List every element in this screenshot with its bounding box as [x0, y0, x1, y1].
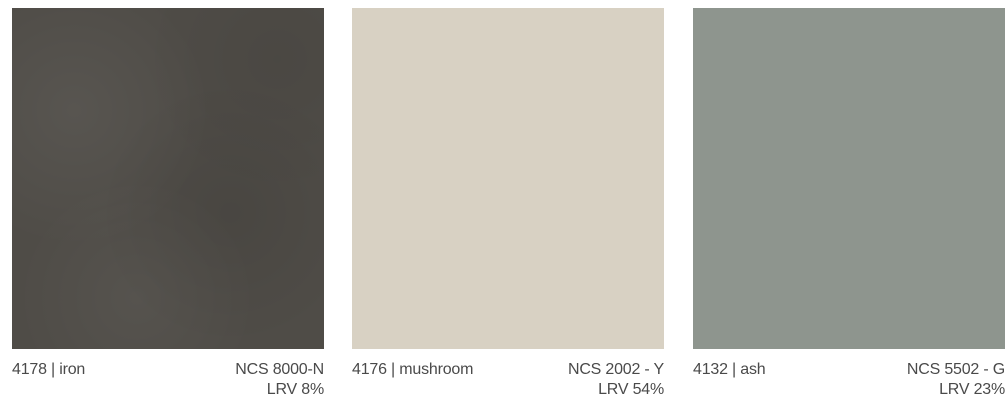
swatch-caption: 4176 | mushroom NCS 2002 - Y LRV 54% [352, 358, 664, 406]
swatch-label: 4176 | mushroom [352, 361, 474, 378]
swatch-card-ash[interactable]: 4132 | ash NCS 5502 - G LRV 23% [693, 8, 1005, 406]
swatch-card-mushroom[interactable]: 4176 | mushroom NCS 2002 - Y LRV 54% [352, 8, 664, 406]
swatch-codes: NCS 2002 - Y LRV 54% [568, 360, 664, 400]
swatch-label: 4178 | iron [12, 361, 86, 378]
swatch-color-ash[interactable] [693, 8, 1005, 349]
swatch-caption: 4132 | ash NCS 5502 - G LRV 23% [693, 358, 1005, 406]
swatch-caption: 4178 | iron NCS 8000-N LRV 8% [12, 358, 324, 406]
swatch-color-iron[interactable] [12, 8, 324, 349]
swatch-label: 4132 | ash [693, 361, 766, 378]
swatch-color-mushroom[interactable] [352, 8, 664, 349]
swatch-card-iron[interactable]: 4178 | iron NCS 8000-N LRV 8% [12, 8, 324, 406]
swatch-codes: NCS 8000-N LRV 8% [235, 360, 324, 400]
ncs-code: NCS 8000-N [235, 361, 324, 378]
ncs-code: NCS 2002 - Y [567, 361, 664, 378]
lrv-value: LRV 54% [598, 381, 664, 398]
lrv-value: LRV 23% [939, 381, 1005, 398]
lrv-value: LRV 8% [266, 381, 324, 398]
ncs-code: NCS 5502 - G [906, 361, 1005, 378]
swatch-codes: NCS 5502 - G LRV 23% [907, 360, 1005, 400]
